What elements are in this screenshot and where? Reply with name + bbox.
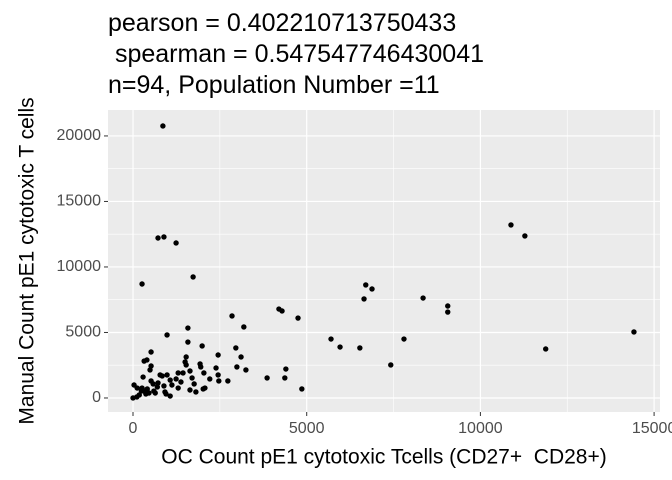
point	[167, 377, 173, 383]
y-tick-label: 10000	[57, 258, 102, 275]
point	[337, 344, 343, 350]
point	[357, 345, 363, 351]
point	[155, 235, 161, 241]
point	[445, 303, 451, 309]
point	[241, 324, 247, 330]
x-tick-label: 5000	[289, 420, 325, 437]
y-tick-label: 20000	[57, 127, 102, 144]
point	[216, 378, 222, 384]
point	[199, 343, 205, 349]
chart-title: n=94, Population Number =11	[108, 71, 440, 99]
point	[401, 336, 407, 342]
x-tick-label: 10000	[458, 420, 503, 437]
point	[299, 386, 305, 392]
point	[238, 354, 244, 360]
y-tick-label: 0	[92, 389, 101, 406]
point	[185, 339, 191, 345]
point	[146, 390, 152, 396]
point	[198, 364, 204, 370]
point	[161, 383, 167, 389]
y-tick-label: 5000	[65, 324, 101, 341]
point	[207, 376, 213, 382]
point	[160, 123, 166, 129]
point	[169, 382, 175, 388]
point	[144, 386, 150, 392]
x-axis-title: OC Count pE1 cytotoxic Tcells (CD27+ CD2…	[161, 446, 606, 469]
x-tick-label: 15000	[632, 420, 672, 437]
panel	[108, 110, 660, 412]
point	[328, 336, 334, 342]
point	[139, 281, 145, 287]
point	[388, 362, 394, 368]
point	[164, 332, 170, 338]
point	[131, 382, 137, 388]
y-tick-label: 15000	[57, 193, 102, 210]
point	[173, 240, 179, 246]
x-tick-label: 0	[129, 420, 138, 437]
point	[229, 313, 235, 319]
point	[141, 358, 147, 364]
point	[152, 390, 158, 396]
point	[295, 315, 301, 321]
point	[279, 308, 285, 314]
point	[138, 388, 145, 394]
point	[187, 387, 193, 393]
point	[175, 385, 181, 391]
chart-title: pearson = 0.402210713750433	[108, 9, 456, 37]
point	[183, 362, 189, 368]
point	[191, 381, 197, 387]
point	[175, 370, 181, 376]
point	[148, 349, 154, 355]
point	[150, 381, 156, 387]
point	[522, 233, 528, 239]
y-axis-title: Manual Count pE1 cytotoxic T cells	[16, 97, 39, 424]
point	[508, 222, 514, 228]
point	[187, 368, 193, 374]
point	[155, 380, 161, 386]
point	[200, 386, 206, 392]
point	[282, 375, 288, 381]
point	[234, 364, 240, 370]
point	[445, 309, 451, 315]
point	[369, 286, 375, 292]
point	[420, 295, 426, 301]
point	[159, 373, 165, 379]
point	[140, 374, 146, 380]
point	[215, 372, 221, 378]
point	[213, 365, 219, 371]
point	[147, 367, 153, 373]
point	[183, 354, 189, 360]
point	[631, 329, 637, 335]
point	[163, 391, 169, 397]
point	[167, 393, 173, 399]
point	[173, 376, 179, 382]
point	[164, 372, 170, 378]
point	[189, 375, 195, 381]
point	[283, 366, 289, 372]
point	[178, 379, 184, 385]
point	[225, 378, 231, 384]
point	[264, 375, 270, 381]
point	[154, 384, 161, 390]
point	[543, 346, 549, 352]
point	[243, 367, 249, 373]
chart-title: spearman = 0.547547746430041	[108, 40, 484, 68]
point	[233, 345, 239, 351]
point	[190, 274, 196, 280]
point	[180, 370, 186, 376]
point	[201, 370, 207, 376]
point	[185, 325, 191, 331]
point	[215, 352, 221, 358]
point	[136, 392, 142, 398]
point	[363, 282, 369, 288]
point	[161, 234, 167, 240]
point	[361, 296, 367, 302]
point	[193, 389, 199, 395]
